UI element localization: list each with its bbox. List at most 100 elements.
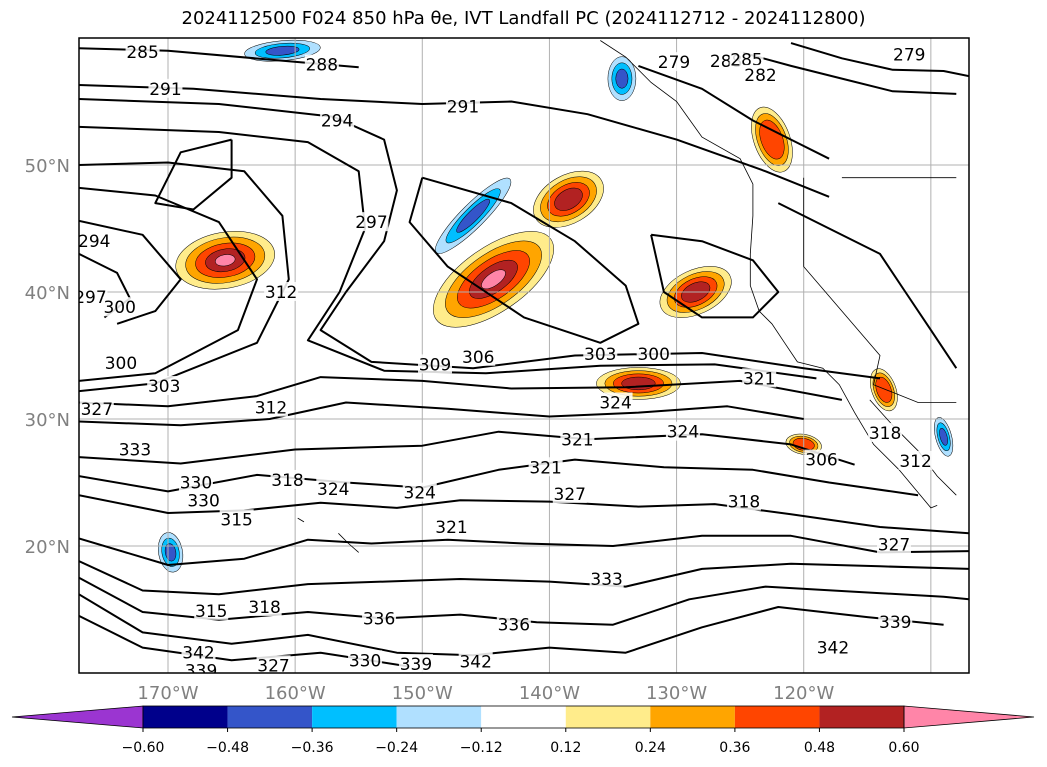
contour-label-bg	[219, 509, 254, 529]
colorbar-tick-label: −0.48	[206, 740, 249, 756]
contour-label-bg	[552, 483, 587, 503]
contour-label-bg	[729, 49, 764, 69]
colorbar-segment	[396, 706, 482, 728]
lon-tick-label: 130°W	[646, 683, 707, 704]
ivt-pc-negative-contour	[615, 68, 629, 89]
colorbar-segment	[481, 706, 566, 728]
lat-tick-labels: 50°N 40°N 30°N 20°N	[25, 156, 70, 558]
contour-label-bg	[445, 96, 480, 116]
theta-e-contour	[79, 401, 804, 427]
colorbar-segment	[650, 706, 735, 728]
north-america-coastline	[600, 40, 938, 509]
contour-label-bg	[742, 368, 777, 388]
contour-label: 315	[195, 602, 227, 622]
contour-label-bg	[102, 297, 137, 317]
contour-label: 321	[561, 430, 593, 450]
ivt-pc-negative-contour	[456, 198, 490, 233]
contour-label: 342	[459, 653, 491, 673]
state-borders	[803, 177, 957, 403]
ivt-pc-fill-layer	[157, 39, 954, 573]
contour-label-bg	[117, 439, 152, 459]
theta-e-contour	[79, 125, 817, 380]
colorbar-tick-label: −0.36	[291, 740, 334, 756]
contour-label-bg	[398, 654, 433, 673]
contour-label-bg	[583, 344, 618, 364]
chart-title: 2024112500 F024 850 hPa θe, IVT Landfall…	[181, 8, 866, 29]
ivt-pc-negative-region	[934, 417, 954, 457]
contour-label-bg	[79, 398, 114, 418]
theta-e-contour	[790, 42, 969, 78]
theta-e-contour	[650, 233, 780, 319]
contour-label: 282	[744, 66, 776, 86]
contour-label: 333	[590, 570, 622, 590]
lat-tick-label: 30°N	[25, 410, 70, 431]
ivt-pc-positive-region	[175, 231, 275, 290]
theta-e-contour	[408, 176, 640, 344]
contour-label-bg	[148, 78, 183, 98]
theta-e-contour	[79, 186, 258, 382]
contour-label-bg	[868, 422, 903, 442]
map-frame	[78, 37, 970, 674]
contour-label: 309	[419, 355, 451, 375]
ivt-pc-positive-contour	[481, 269, 506, 290]
contour-label-bg	[256, 655, 291, 673]
contour-label: 300	[105, 354, 137, 374]
colorbar-tick-label: 0.36	[719, 740, 750, 756]
contour-label: 279	[658, 53, 690, 73]
contour-label-bg	[402, 482, 437, 502]
contour-label: 324	[317, 480, 349, 500]
contour-label-bg	[103, 353, 138, 373]
contour-label-bg	[362, 608, 397, 628]
contour-label-bg	[79, 231, 112, 251]
lon-tick-label: 120°W	[773, 683, 834, 704]
contour-label: 324	[667, 423, 699, 443]
contour-label: 318	[728, 493, 760, 513]
contour-label-bg	[665, 421, 700, 441]
colorbar-tick-label: −0.24	[375, 740, 418, 756]
colorbar-segment	[312, 706, 397, 728]
contour-label: 315	[220, 510, 252, 530]
contour-label: 336	[363, 609, 395, 629]
contour-label: 294	[78, 232, 110, 252]
colorbar-tick-label: −0.60	[122, 740, 165, 756]
lat-tick-label: 40°N	[25, 283, 70, 304]
contour-label: 306	[462, 348, 494, 368]
contour-label: 312	[265, 283, 297, 303]
contour-label: 327	[257, 656, 289, 676]
contour-label: 342	[817, 639, 849, 659]
map-background	[79, 38, 969, 673]
ivt-pc-positive-contour	[554, 187, 583, 211]
contour-label-bg	[496, 614, 531, 634]
contour-label: 300	[103, 298, 135, 318]
ivt-pc-positive-region	[751, 106, 793, 173]
contour-label: 297	[74, 288, 106, 308]
colorbar-segment	[565, 706, 651, 728]
colorbar-tick-label: 0.48	[804, 740, 835, 756]
ivt-pc-negative-contour	[265, 45, 300, 56]
colorbar-segment	[227, 706, 313, 728]
contour-label: 306	[805, 451, 837, 471]
colorbar-extend-max	[903, 705, 1035, 729]
contour-label-bg	[320, 110, 355, 130]
contour-label-bg	[589, 569, 624, 589]
contour-label-bg	[434, 516, 469, 536]
theta-e-contour	[79, 219, 182, 325]
theta-e-contour	[154, 138, 233, 211]
theta-e-contour	[79, 593, 944, 657]
theta-e-contour	[739, 51, 957, 95]
contour-label: 285	[126, 43, 158, 63]
theta-e-contour	[79, 84, 830, 198]
contour-label-bg	[458, 651, 493, 671]
lon-tick-labels: 170°W 160°W 150°W 140°W 130°W 120°W	[137, 683, 834, 704]
hawaii-coastline	[338, 533, 359, 553]
contour-label-bg	[194, 600, 229, 620]
contour-label: 339	[879, 613, 911, 633]
contour-label: 291	[149, 80, 181, 100]
contour-label-bg	[418, 354, 452, 374]
theta-e-contour	[79, 376, 843, 408]
contour-label-bg	[898, 450, 933, 470]
lon-tick-label: 140°W	[519, 683, 580, 704]
contour-label: 336	[498, 616, 530, 636]
contour-label-bg	[178, 472, 213, 492]
